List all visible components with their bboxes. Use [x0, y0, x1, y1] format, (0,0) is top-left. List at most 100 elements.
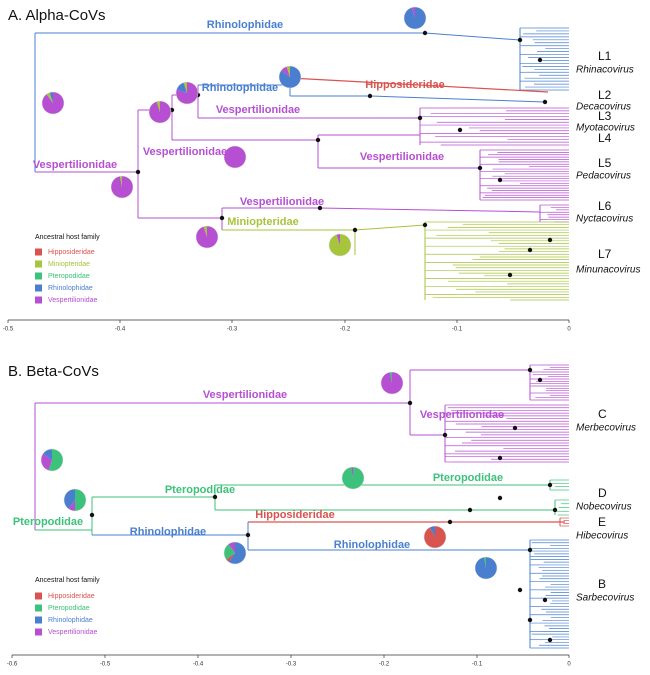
pie-slice: [176, 82, 187, 93]
node: [527, 367, 533, 373]
node: [547, 237, 553, 243]
clade-genus: Decacovirus: [576, 102, 631, 113]
pie-slice: [228, 542, 235, 553]
legend-label: Vespertilionidae: [48, 629, 98, 636]
legend-swatch: [35, 592, 42, 600]
node: [512, 425, 518, 431]
axis-tick-label: -0.4: [193, 662, 204, 668]
axis-tick-label: -0.3: [286, 662, 297, 668]
node: [457, 127, 463, 133]
branch-label: Pteropodidae: [433, 472, 503, 484]
pie-slice: [286, 66, 290, 77]
clade-name: L4: [598, 131, 612, 145]
branch: [369, 95, 546, 103]
axis-tick-label: -0.3: [227, 327, 238, 333]
node: [537, 57, 543, 63]
node: [547, 637, 553, 643]
branch-label: Vespertilionidae: [33, 159, 117, 171]
pie-slice: [41, 453, 52, 471]
pie-slice: [474, 557, 497, 579]
branch-label: Rhinolophidae: [202, 82, 278, 94]
clade-name: L6: [598, 199, 612, 213]
node: [447, 519, 453, 525]
node: [542, 597, 548, 603]
node: [219, 215, 225, 221]
pie-slice: [75, 489, 86, 511]
branch-label: Rhinolophidae: [334, 539, 410, 551]
legend-label: Rhinolophidae: [48, 285, 93, 292]
legend-swatch: [35, 296, 42, 304]
axis-tick-label: -0.2: [379, 662, 390, 668]
legend-label: Hipposideridae: [48, 593, 95, 600]
pie-slice: [41, 92, 64, 115]
legend-swatch: [35, 272, 42, 280]
axis-tick-label: 0: [567, 327, 571, 333]
axis-tick-label: -0.5: [100, 662, 111, 668]
legend-title: Ancestral host family: [35, 234, 100, 241]
pie-slice: [341, 467, 364, 489]
legend-label: Miniopteridae: [48, 261, 90, 268]
pie-outline: [278, 65, 302, 89]
pie-slice: [203, 226, 207, 237]
legend-swatch: [35, 248, 42, 256]
node: [497, 495, 503, 501]
node: [537, 377, 543, 383]
branch-label: Hipposideridae: [365, 79, 444, 91]
clade-genus: Nobecovirus: [576, 502, 632, 513]
node: [89, 512, 95, 518]
pie-outline: [41, 91, 65, 115]
axis-tick-label: 0: [567, 662, 571, 668]
branch: [289, 77, 549, 93]
pie-outline: [223, 145, 247, 169]
node: [442, 432, 448, 438]
axis-tick-label: -0.4: [115, 327, 126, 333]
pie-outline: [474, 556, 498, 580]
branch-label: Vespertilionidae: [216, 104, 300, 116]
node: [497, 455, 503, 461]
pie-slice: [48, 449, 64, 472]
pie-outline: [328, 233, 352, 257]
pie-slice: [483, 557, 486, 568]
branch-label: Vespertilionidae: [360, 151, 444, 163]
legend-swatch: [35, 616, 42, 624]
node: [407, 400, 413, 406]
branch: [319, 207, 541, 213]
pie-slice: [403, 7, 426, 29]
pie-slice: [224, 146, 246, 168]
clade-genus: Sarbecovirus: [576, 593, 634, 604]
legend-label: Vespertilionidae: [48, 297, 98, 304]
pie-outline: [148, 100, 172, 124]
legend-swatch: [35, 604, 42, 612]
clade-name: C: [598, 407, 607, 421]
legend-swatch: [35, 260, 42, 268]
branch-label: Miniopteridae: [227, 216, 299, 228]
pie-slice: [68, 500, 75, 511]
node: [552, 507, 558, 513]
pie-slice: [228, 542, 246, 564]
branch-label: Pteropodidae: [165, 484, 235, 496]
node: [517, 587, 523, 593]
node: [507, 272, 513, 278]
pie-slice: [429, 526, 435, 537]
clade-name: D: [598, 486, 607, 500]
axis-tick-label: -0.1: [472, 662, 483, 668]
clade-name: B: [598, 577, 606, 591]
clade-name: L7: [598, 247, 612, 261]
legend-title: Ancestral host family: [35, 577, 100, 584]
node: [422, 30, 428, 36]
clade-genus: Minunacovirus: [576, 265, 640, 276]
branch-label: Vespertilionidae: [203, 389, 287, 401]
pie-outline: [175, 81, 199, 105]
pie-outline: [40, 448, 64, 472]
node: [477, 165, 483, 171]
node: [317, 205, 323, 211]
pie-outline: [403, 6, 427, 30]
node: [542, 99, 548, 105]
clade-genus: Nyctacovirus: [576, 214, 633, 225]
axis-tick-label: -0.1: [452, 327, 463, 333]
branch-label: Rhinolophidae: [207, 19, 283, 31]
pie-outline: [223, 541, 247, 565]
node: [517, 37, 523, 43]
node: [467, 507, 473, 513]
clade-name: L5: [598, 156, 612, 170]
